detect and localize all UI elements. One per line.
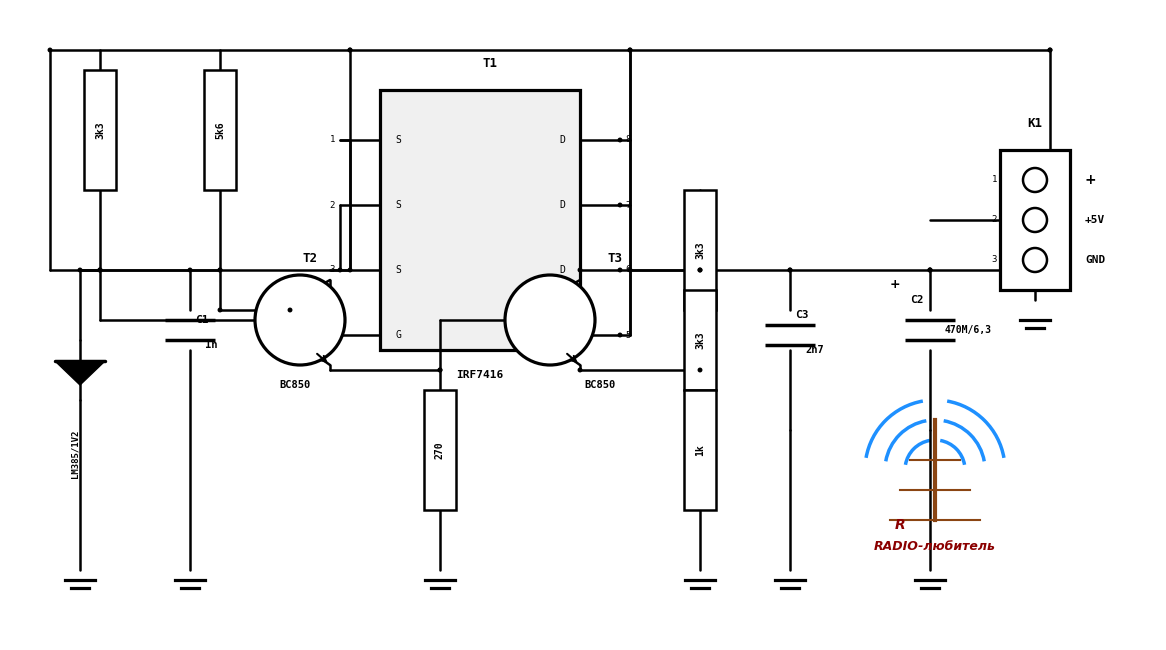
Circle shape — [218, 308, 222, 312]
Circle shape — [78, 268, 82, 272]
Text: C1: C1 — [195, 315, 209, 325]
Text: 270: 270 — [435, 441, 445, 459]
Text: GND: GND — [1086, 255, 1105, 265]
Circle shape — [698, 268, 702, 272]
Text: 8: 8 — [625, 135, 631, 144]
Circle shape — [98, 268, 101, 272]
Text: D: D — [560, 135, 566, 145]
Circle shape — [1023, 208, 1047, 232]
Text: 1: 1 — [991, 176, 997, 185]
Bar — [424, 390, 456, 510]
Circle shape — [698, 369, 702, 372]
Text: BC850: BC850 — [584, 380, 616, 390]
Bar — [84, 70, 115, 190]
Circle shape — [698, 268, 702, 272]
Circle shape — [788, 268, 792, 272]
Circle shape — [928, 268, 932, 272]
Text: 3k3: 3k3 — [94, 121, 105, 139]
Text: T2: T2 — [302, 252, 317, 265]
Text: D: D — [560, 200, 566, 210]
Text: T3: T3 — [607, 252, 623, 265]
Text: 7: 7 — [625, 200, 631, 209]
Circle shape — [255, 275, 345, 365]
Circle shape — [98, 268, 101, 272]
Circle shape — [628, 48, 632, 52]
Bar — [684, 190, 716, 310]
Circle shape — [788, 268, 792, 272]
Circle shape — [98, 268, 101, 272]
Circle shape — [438, 369, 442, 372]
Bar — [204, 70, 236, 190]
Text: 6: 6 — [625, 265, 631, 274]
Text: 3k3: 3k3 — [695, 332, 705, 349]
Bar — [1000, 150, 1070, 290]
Text: S: S — [395, 265, 401, 275]
Circle shape — [349, 268, 352, 272]
Circle shape — [928, 268, 932, 272]
Text: D: D — [560, 330, 566, 340]
Bar — [684, 390, 716, 510]
Circle shape — [505, 275, 595, 365]
Text: C3: C3 — [795, 310, 808, 320]
Text: 2n7: 2n7 — [805, 345, 823, 355]
Circle shape — [618, 333, 621, 337]
Circle shape — [349, 48, 352, 52]
Circle shape — [1023, 248, 1047, 272]
Circle shape — [338, 268, 342, 272]
Circle shape — [618, 138, 621, 142]
Circle shape — [618, 203, 621, 207]
Bar — [684, 290, 716, 390]
Text: 3: 3 — [991, 255, 997, 265]
Text: 1k: 1k — [695, 444, 705, 456]
Text: +: + — [890, 278, 900, 291]
Circle shape — [218, 268, 222, 272]
Text: 5k6: 5k6 — [215, 121, 225, 139]
Circle shape — [578, 268, 582, 272]
Text: 3: 3 — [330, 265, 335, 274]
Text: S: S — [395, 135, 401, 145]
Text: 4: 4 — [330, 330, 335, 339]
Circle shape — [928, 268, 932, 272]
Text: R: R — [894, 518, 905, 532]
Circle shape — [1048, 48, 1052, 52]
Circle shape — [438, 369, 442, 372]
Circle shape — [1023, 168, 1047, 192]
Circle shape — [628, 268, 632, 272]
Text: 1n: 1n — [205, 340, 218, 350]
Circle shape — [578, 369, 582, 372]
Text: 470M/6,3: 470M/6,3 — [944, 325, 992, 335]
Circle shape — [628, 48, 632, 52]
Circle shape — [188, 268, 191, 272]
Text: 2: 2 — [991, 216, 997, 224]
Circle shape — [1048, 48, 1052, 52]
Text: T1: T1 — [483, 57, 498, 70]
Text: +: + — [1086, 173, 1097, 187]
Text: G: G — [395, 330, 401, 340]
Text: LM385/1V2: LM385/1V2 — [70, 430, 79, 478]
Text: K1: K1 — [1027, 117, 1042, 130]
Text: RADIO-любитель: RADIO-любитель — [874, 540, 996, 553]
Text: 3k3: 3k3 — [695, 241, 705, 259]
Circle shape — [288, 308, 292, 312]
Text: 5: 5 — [625, 330, 631, 339]
Bar — [380, 90, 580, 350]
Text: BC850: BC850 — [280, 380, 310, 390]
Circle shape — [218, 268, 222, 272]
Text: D: D — [560, 265, 566, 275]
Circle shape — [618, 268, 621, 272]
Text: 1: 1 — [330, 135, 335, 144]
Text: 2: 2 — [330, 200, 335, 209]
Circle shape — [349, 48, 352, 52]
Text: IRF7416: IRF7416 — [456, 370, 504, 380]
Circle shape — [48, 48, 51, 52]
Text: S: S — [395, 200, 401, 210]
Text: C2: C2 — [909, 295, 923, 305]
Polygon shape — [55, 361, 105, 385]
Text: +5V: +5V — [1086, 215, 1105, 225]
